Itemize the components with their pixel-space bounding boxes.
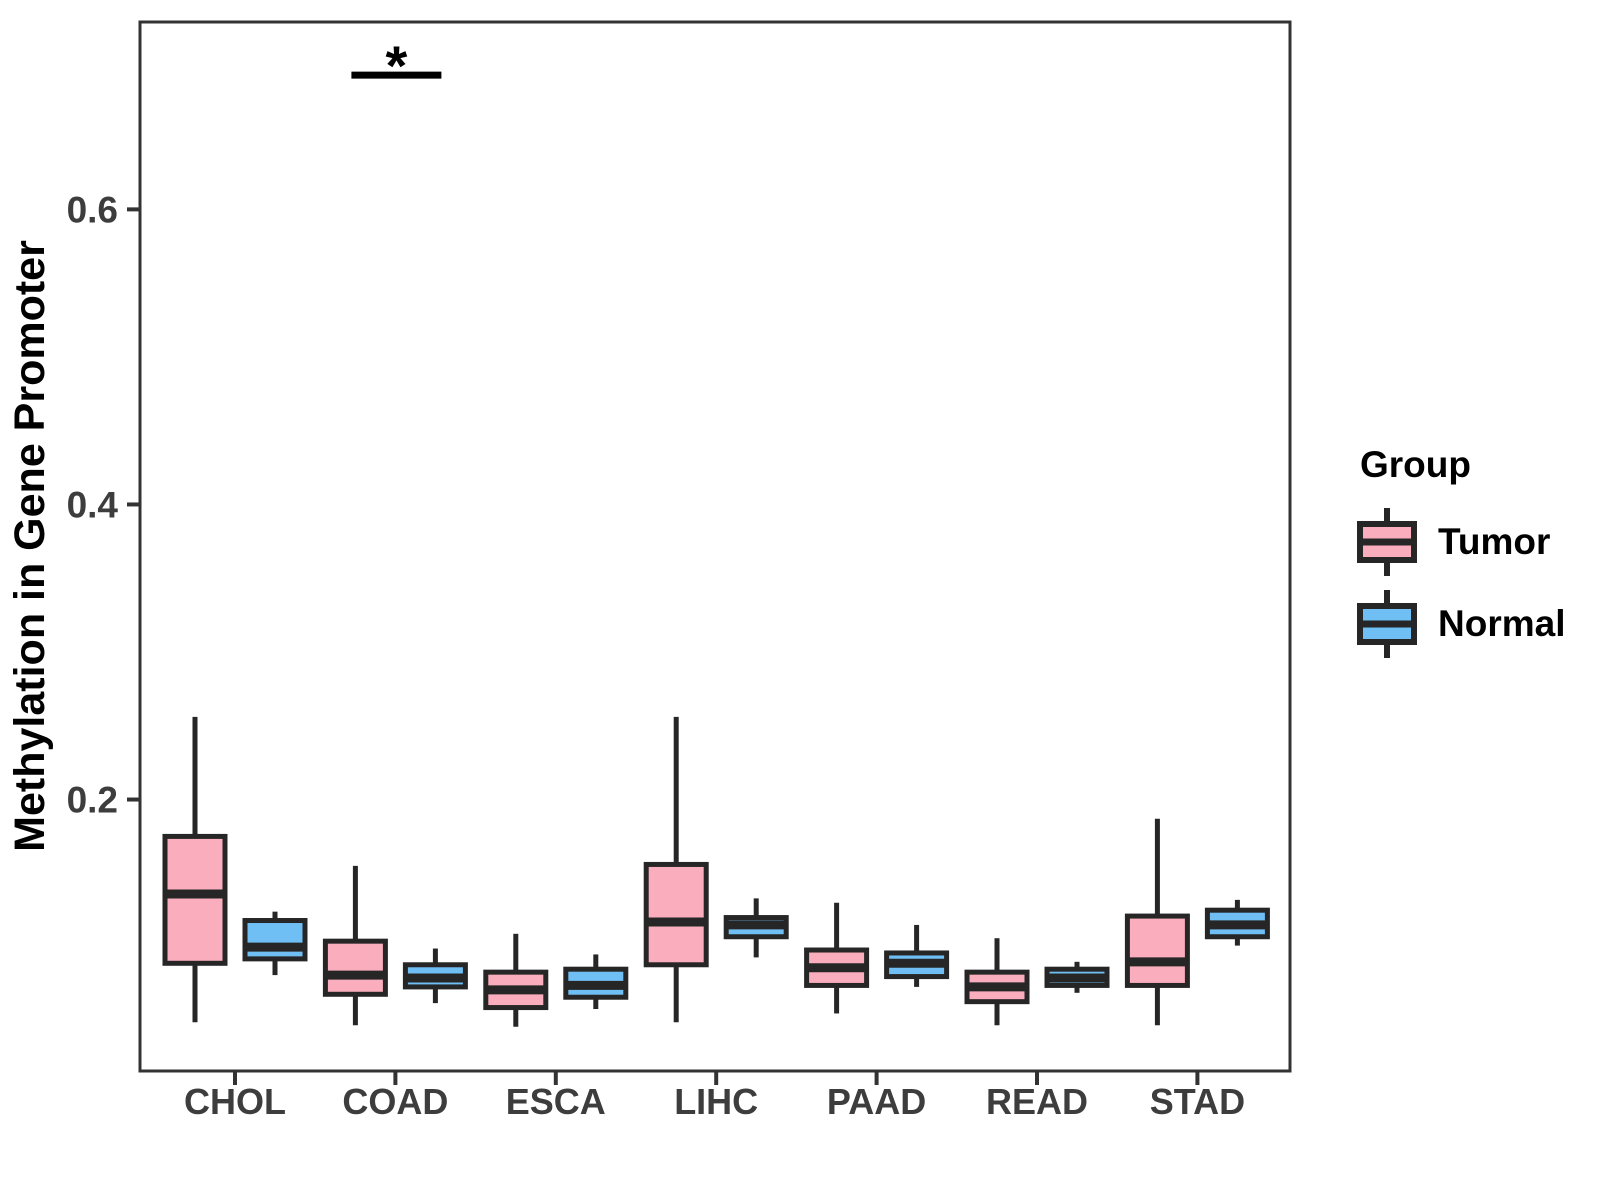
box-stad-tumor <box>1124 913 1190 988</box>
box-lihc-tumor <box>643 861 709 968</box>
legend-title: Group <box>1360 444 1471 485</box>
x-tick-label-coad: COAD <box>342 1081 448 1122</box>
legend-label-tumor: Tumor <box>1438 521 1551 562</box>
x-tick-label-paad: PAAD <box>827 1081 926 1122</box>
x-tick-label-chol: CHOL <box>184 1081 286 1122</box>
x-tick-label-esca: ESCA <box>506 1081 606 1122</box>
significance-star-coad: * <box>386 34 408 97</box>
legend-label-normal: Normal <box>1438 603 1566 644</box>
normal-boxplot-key-icon <box>1357 590 1417 658</box>
x-tick-label-read: READ <box>986 1081 1088 1122</box>
y-tick-label: 0.2 <box>67 780 118 821</box>
box-chol-tumor <box>162 833 228 966</box>
y-tick-label: 0.4 <box>67 484 119 525</box>
tumor-boxplot-key-icon <box>1357 508 1417 576</box>
x-tick-label-lihc: LIHC <box>674 1081 758 1122</box>
y-tick-label: 0.6 <box>67 189 118 230</box>
x-tick-label-stad: STAD <box>1150 1081 1245 1122</box>
box-chol-normal <box>242 918 308 962</box>
legend-entry-tumor: Tumor <box>1356 504 1565 580</box>
box-coad-tumor <box>322 938 388 997</box>
panel-border <box>138 20 1292 1073</box>
legend-entry-normal: Normal <box>1356 586 1565 662</box>
legend: Group Tumor Normal <box>1356 444 1565 668</box>
y-axis-title: Methylation in Gene Promoter <box>6 240 54 852</box>
